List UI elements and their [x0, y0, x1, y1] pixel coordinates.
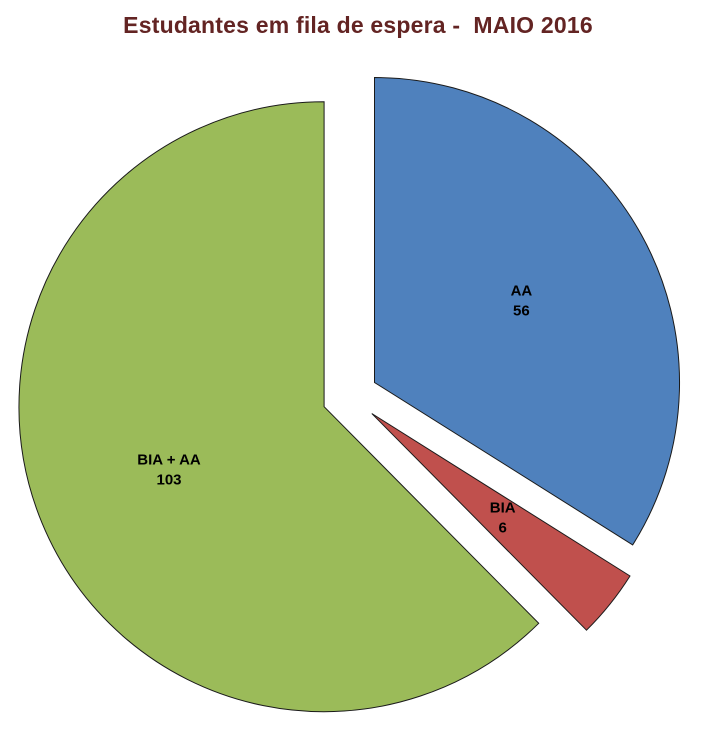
pie-slice-bia-aa [18, 101, 540, 713]
pie-slice-aa [374, 76, 681, 546]
slice-label: BIA + AA 103 [137, 452, 201, 489]
pie-slice-bia [371, 413, 631, 631]
slice-label: AA 56 [511, 282, 533, 319]
slice-label: BIA 6 [490, 500, 516, 537]
chart-title: Estudantes em fila de espera - MAIO 2016 [123, 12, 593, 38]
